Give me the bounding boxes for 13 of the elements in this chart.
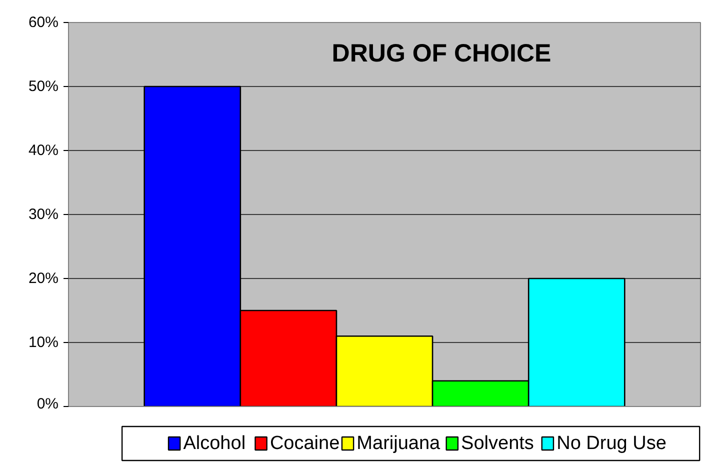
y-tick-label: 60% — [28, 14, 59, 31]
legend-label: No Drug Use — [556, 433, 666, 454]
y-tick-label: 50% — [28, 78, 59, 95]
text: DRUG OF CHOICE — [332, 40, 552, 68]
legend-label: Solvents — [461, 433, 534, 454]
legend-label: Cocaine — [270, 433, 340, 454]
y-tick-label: 30% — [28, 206, 59, 223]
y-tick-label: 0% — [36, 396, 59, 412]
y-tick-label: 10% — [28, 334, 59, 351]
legend-label: Marijuana — [356, 433, 441, 454]
y-tick-label: 40% — [28, 142, 59, 159]
legend-label: Alcohol — [183, 433, 246, 454]
y-tick-label: 20% — [28, 270, 59, 287]
